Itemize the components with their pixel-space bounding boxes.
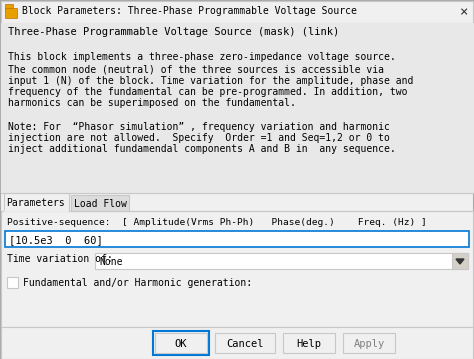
- Bar: [215, 333, 275, 353]
- Text: This block implements a three-phase zero-impedance voltage source.: This block implements a three-phase zero…: [8, 52, 396, 62]
- Text: Help: Help: [297, 339, 321, 349]
- Text: Block Parameters: Three-Phase Programmable Voltage Source: Block Parameters: Three-Phase Programmab…: [22, 6, 357, 16]
- Text: Time variation of:: Time variation of:: [7, 254, 113, 264]
- Bar: [452, 253, 468, 269]
- Bar: [95, 253, 468, 269]
- Text: Note: For  “Phasor simulation” , frequency variation and harmonic: Note: For “Phasor simulation” , frequenc…: [8, 121, 390, 131]
- Text: injection are not allowed.  Specify  Order =1 and Seq=1,2 or 0 to: injection are not allowed. Specify Order…: [8, 133, 390, 143]
- Text: The common node (neutral) of the three sources is accessible via: The common node (neutral) of the three s…: [8, 64, 384, 74]
- Text: harmonics can be superimposed on the fundamental.: harmonics can be superimposed on the fun…: [8, 98, 296, 108]
- Bar: [71, 195, 129, 211]
- Text: frequency of the fundamental can be pre-programmed. In addition, two: frequency of the fundamental can be pre-…: [8, 87, 408, 97]
- Bar: [155, 333, 207, 353]
- Bar: [5, 8, 17, 18]
- Text: Three-Phase Programmable Voltage Source (mask) (link): Three-Phase Programmable Voltage Source …: [8, 27, 339, 37]
- Bar: [5, 4, 13, 10]
- Bar: [5, 231, 469, 247]
- Text: OK: OK: [175, 339, 187, 349]
- Bar: [7, 277, 18, 288]
- Bar: [1, 1, 473, 23]
- Text: inject additional fundamendal components A and B in  any sequence.: inject additional fundamendal components…: [8, 145, 396, 154]
- Text: None: None: [99, 257, 122, 267]
- Text: Cancel: Cancel: [226, 339, 264, 349]
- Text: Parameters: Parameters: [7, 198, 65, 208]
- Text: Apply: Apply: [354, 339, 384, 349]
- Text: ×: ×: [460, 5, 468, 19]
- Text: [10.5e3  0  60]: [10.5e3 0 60]: [9, 235, 103, 245]
- Bar: [1, 327, 473, 359]
- Bar: [343, 333, 395, 353]
- Bar: [283, 333, 335, 353]
- Text: Fundamental and/or Harmonic generation:: Fundamental and/or Harmonic generation:: [23, 278, 252, 288]
- Text: input 1 (N) of the block. Time variation for the amplitude, phase and: input 1 (N) of the block. Time variation…: [8, 75, 413, 85]
- Polygon shape: [456, 259, 464, 264]
- Text: Load Flow: Load Flow: [73, 199, 127, 209]
- Bar: [1, 211, 473, 327]
- Text: Positive-sequence:  [ Amplitude(Vrms Ph-Ph)   Phase(deg.)    Freq. (Hz) ]: Positive-sequence: [ Amplitude(Vrms Ph-P…: [7, 218, 427, 227]
- Bar: [4, 193, 69, 211]
- Bar: [1, 23, 473, 193]
- Bar: [153, 331, 209, 355]
